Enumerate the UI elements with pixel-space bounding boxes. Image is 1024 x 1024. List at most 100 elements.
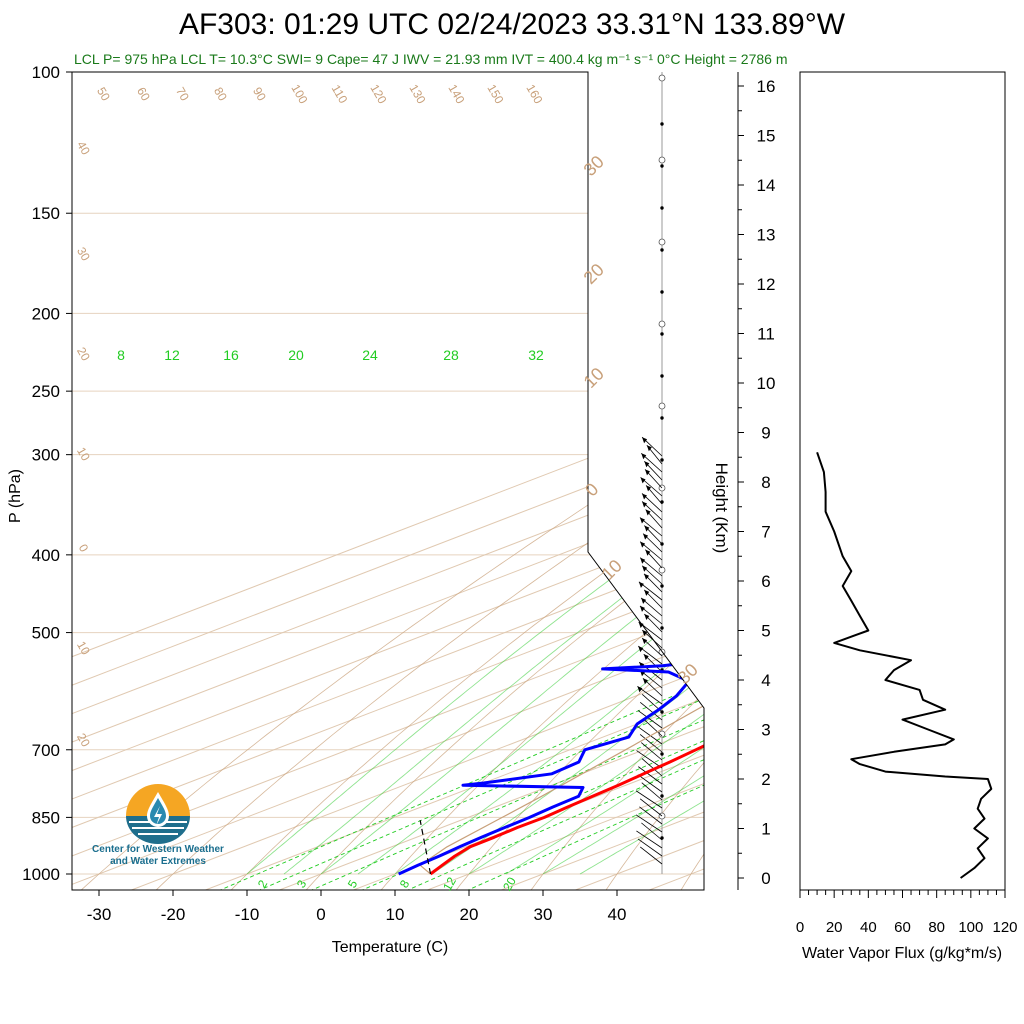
isotherm-label: 30 <box>580 152 608 180</box>
isotherm <box>276 72 704 890</box>
temperature-curve <box>429 486 704 876</box>
wind-dot <box>660 332 664 336</box>
moist-adiabat <box>320 390 704 875</box>
wind-station-marker <box>658 566 666 574</box>
wind-station-marker <box>658 730 666 738</box>
flux-frame <box>799 71 1006 891</box>
wind-pennant <box>639 517 645 524</box>
wind-dot <box>660 752 664 756</box>
height-axis-label: Height (Km) <box>712 463 731 554</box>
dry-adiabat-label: 80 <box>211 85 230 104</box>
wind-barb <box>641 822 663 841</box>
dry-adiabat-label: 130 <box>406 82 428 107</box>
wind-pennant <box>642 630 648 637</box>
pressure-tick-label: 150 <box>32 204 60 223</box>
sounding-lines <box>398 72 704 876</box>
dry-adiabat-label: 140 <box>445 82 467 107</box>
temperature-tick-label: 30 <box>534 905 553 924</box>
wind-barb <box>635 814 663 833</box>
dry-adiabat <box>756 72 1024 891</box>
dry-adiabat <box>304 72 704 890</box>
wind-pennant <box>644 461 650 468</box>
flux-tick-label: 40 <box>860 919 877 936</box>
wind-pennant <box>638 622 644 629</box>
isotherm <box>72 72 704 890</box>
mixing-ratio-label: 8 <box>397 877 413 890</box>
mixing-ratio-line <box>465 695 704 890</box>
wind-barb <box>640 742 663 761</box>
wind-pennant <box>642 501 648 508</box>
isotherm <box>646 72 704 890</box>
flux-tick-label: 0 <box>796 919 804 936</box>
wind-pennant <box>641 453 647 460</box>
height-tick-label: 15 <box>757 127 776 146</box>
height-tick-label: 6 <box>761 572 770 591</box>
pressure-tick-label: 250 <box>32 382 60 401</box>
wind-barb <box>642 718 663 737</box>
lcl-dash <box>419 820 432 875</box>
wind-pennant <box>640 541 646 548</box>
isotherm-label: 20 <box>74 345 93 364</box>
wind-dot <box>660 458 664 462</box>
temperature-tick-label: -30 <box>87 905 112 924</box>
dry-adiabat <box>981 72 1024 891</box>
mixing-ratio-label: 8 <box>117 347 125 363</box>
isotherm-label: 30 <box>74 245 93 264</box>
height-tick-label: 13 <box>757 226 776 245</box>
temperature-tick-label: 20 <box>460 905 479 924</box>
logo-line-2: and Water Extremes <box>110 856 206 867</box>
wind-pennant <box>646 445 652 452</box>
isotherm <box>72 72 704 890</box>
flux-tick-label: 120 <box>992 919 1017 936</box>
isotherm-label: 0 <box>76 542 92 555</box>
flux-tick-label: 80 <box>928 919 945 936</box>
wind-pennant <box>642 565 648 572</box>
height-tick-label: 8 <box>761 473 770 492</box>
wind-barb <box>637 838 663 857</box>
wind-pennant <box>645 509 651 516</box>
isotherm-label: 30 <box>674 660 702 688</box>
isotherm <box>72 72 704 890</box>
dry-adiabat <box>379 72 704 890</box>
height-tick-label: 12 <box>757 275 776 294</box>
wind-dot <box>660 584 664 588</box>
wind-station-marker <box>658 238 666 246</box>
dry-adiabat-label: 90 <box>250 85 269 104</box>
flux-curve <box>816 451 993 879</box>
pressure-tick-label: 200 <box>32 304 60 323</box>
wind-dot <box>660 164 664 168</box>
moist-adiabat <box>394 390 704 875</box>
isotherm-label: 20 <box>74 731 93 750</box>
height-tick-label: 2 <box>761 770 770 789</box>
wind-pennant <box>641 597 647 604</box>
wind-pennant <box>642 638 648 645</box>
wind-pennant <box>637 686 643 693</box>
skewt-frame <box>71 71 705 891</box>
mixing-ratio-label: 20 <box>500 874 519 893</box>
isotherm-label: 0 <box>581 479 602 500</box>
pressure-tick-label: 500 <box>32 624 60 643</box>
logo-line-1: Center for Western Weather <box>92 844 224 855</box>
mixing-ratio-line <box>405 695 704 890</box>
mixing-ratio-label: 28 <box>443 347 459 363</box>
wind-barb <box>638 766 663 785</box>
wind-pennant <box>646 485 652 492</box>
dry-adiabat-label: 110 <box>329 82 351 106</box>
height-tick-label: 10 <box>757 374 776 393</box>
wind-pennant <box>644 573 650 580</box>
wind-barb <box>636 750 663 769</box>
mixing-ratio-line <box>309 695 704 890</box>
wind-dot <box>660 626 664 630</box>
wind-barb <box>641 782 663 801</box>
wind-barb <box>637 726 663 745</box>
wind-pennant <box>644 525 650 532</box>
height-tick-label: 14 <box>757 176 776 195</box>
isotherm-label: 20 <box>580 260 608 288</box>
wind-pennant <box>643 654 649 661</box>
flux-clip-group <box>816 451 993 879</box>
dry-adiabat-label: 70 <box>173 85 192 104</box>
isotherm <box>350 72 704 890</box>
dry-adiabat <box>79 72 704 890</box>
mixing-ratio-label: 2 <box>255 877 271 890</box>
